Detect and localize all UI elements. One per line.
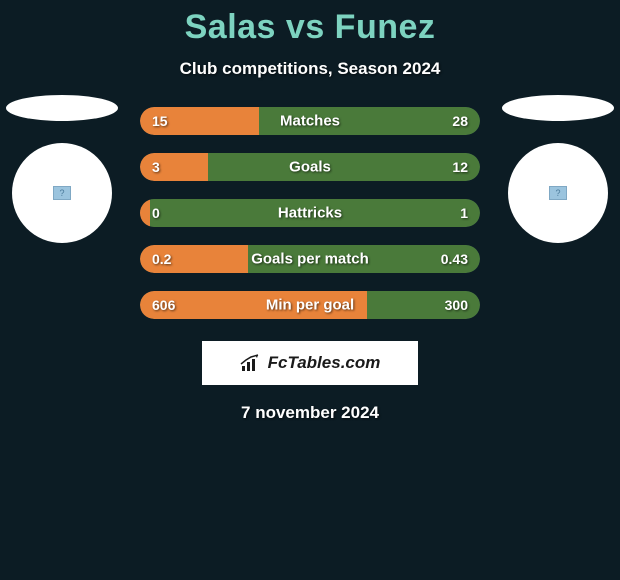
stat-value-left: 0 [152,205,160,221]
subtitle: Club competitions, Season 2024 [0,59,620,79]
stat-value-left: 606 [152,297,175,313]
stat-label: Goals [289,159,331,176]
stat-value-right: 1 [460,205,468,221]
bar-segment-left [140,199,150,227]
flag-placeholder-right [502,95,614,121]
stat-value-right: 12 [452,159,468,175]
bar-segment-right [208,153,480,181]
stat-row: 3 12 Goals [140,153,480,181]
stat-label: Hattricks [278,205,342,222]
stat-value-right: 0.43 [441,251,468,267]
stat-label: Matches [280,113,340,130]
stat-row: 0.2 0.43 Goals per match [140,245,480,273]
stat-value-left: 0.2 [152,251,171,267]
image-placeholder-icon: ? [549,186,567,200]
stat-label: Min per goal [266,297,354,314]
stat-label: Goals per match [251,251,369,268]
flag-placeholder-left [6,95,118,121]
avatar-right: ? [508,143,608,243]
page-title: Salas vs Funez [0,8,620,47]
avatar-left: ? [12,143,112,243]
stat-bars: 15 28 Matches 3 12 Goals 0 1 Hattricks 0.2 0.43 Goa… [140,107,480,319]
image-placeholder-icon: ? [53,186,71,200]
source-logo: FcTables.com [202,341,418,385]
stat-row: 606 300 Min per goal [140,291,480,319]
bar-segment-left [140,153,208,181]
logo-text: FcTables.com [268,353,381,373]
player-left-col: ? [6,95,118,243]
stat-row: 15 28 Matches [140,107,480,135]
stat-row: 0 1 Hattricks [140,199,480,227]
comparison-area: ? 15 28 Matches 3 12 Goals 0 1 Hattricks 0.2 0.43 G… [0,107,620,319]
stat-value-left: 15 [152,113,168,129]
stat-value-right: 300 [445,297,468,313]
stat-value-right: 28 [452,113,468,129]
chart-icon [240,354,262,372]
player-right-col: ? [502,95,614,243]
date-label: 7 november 2024 [0,403,620,423]
stat-value-left: 3 [152,159,160,175]
